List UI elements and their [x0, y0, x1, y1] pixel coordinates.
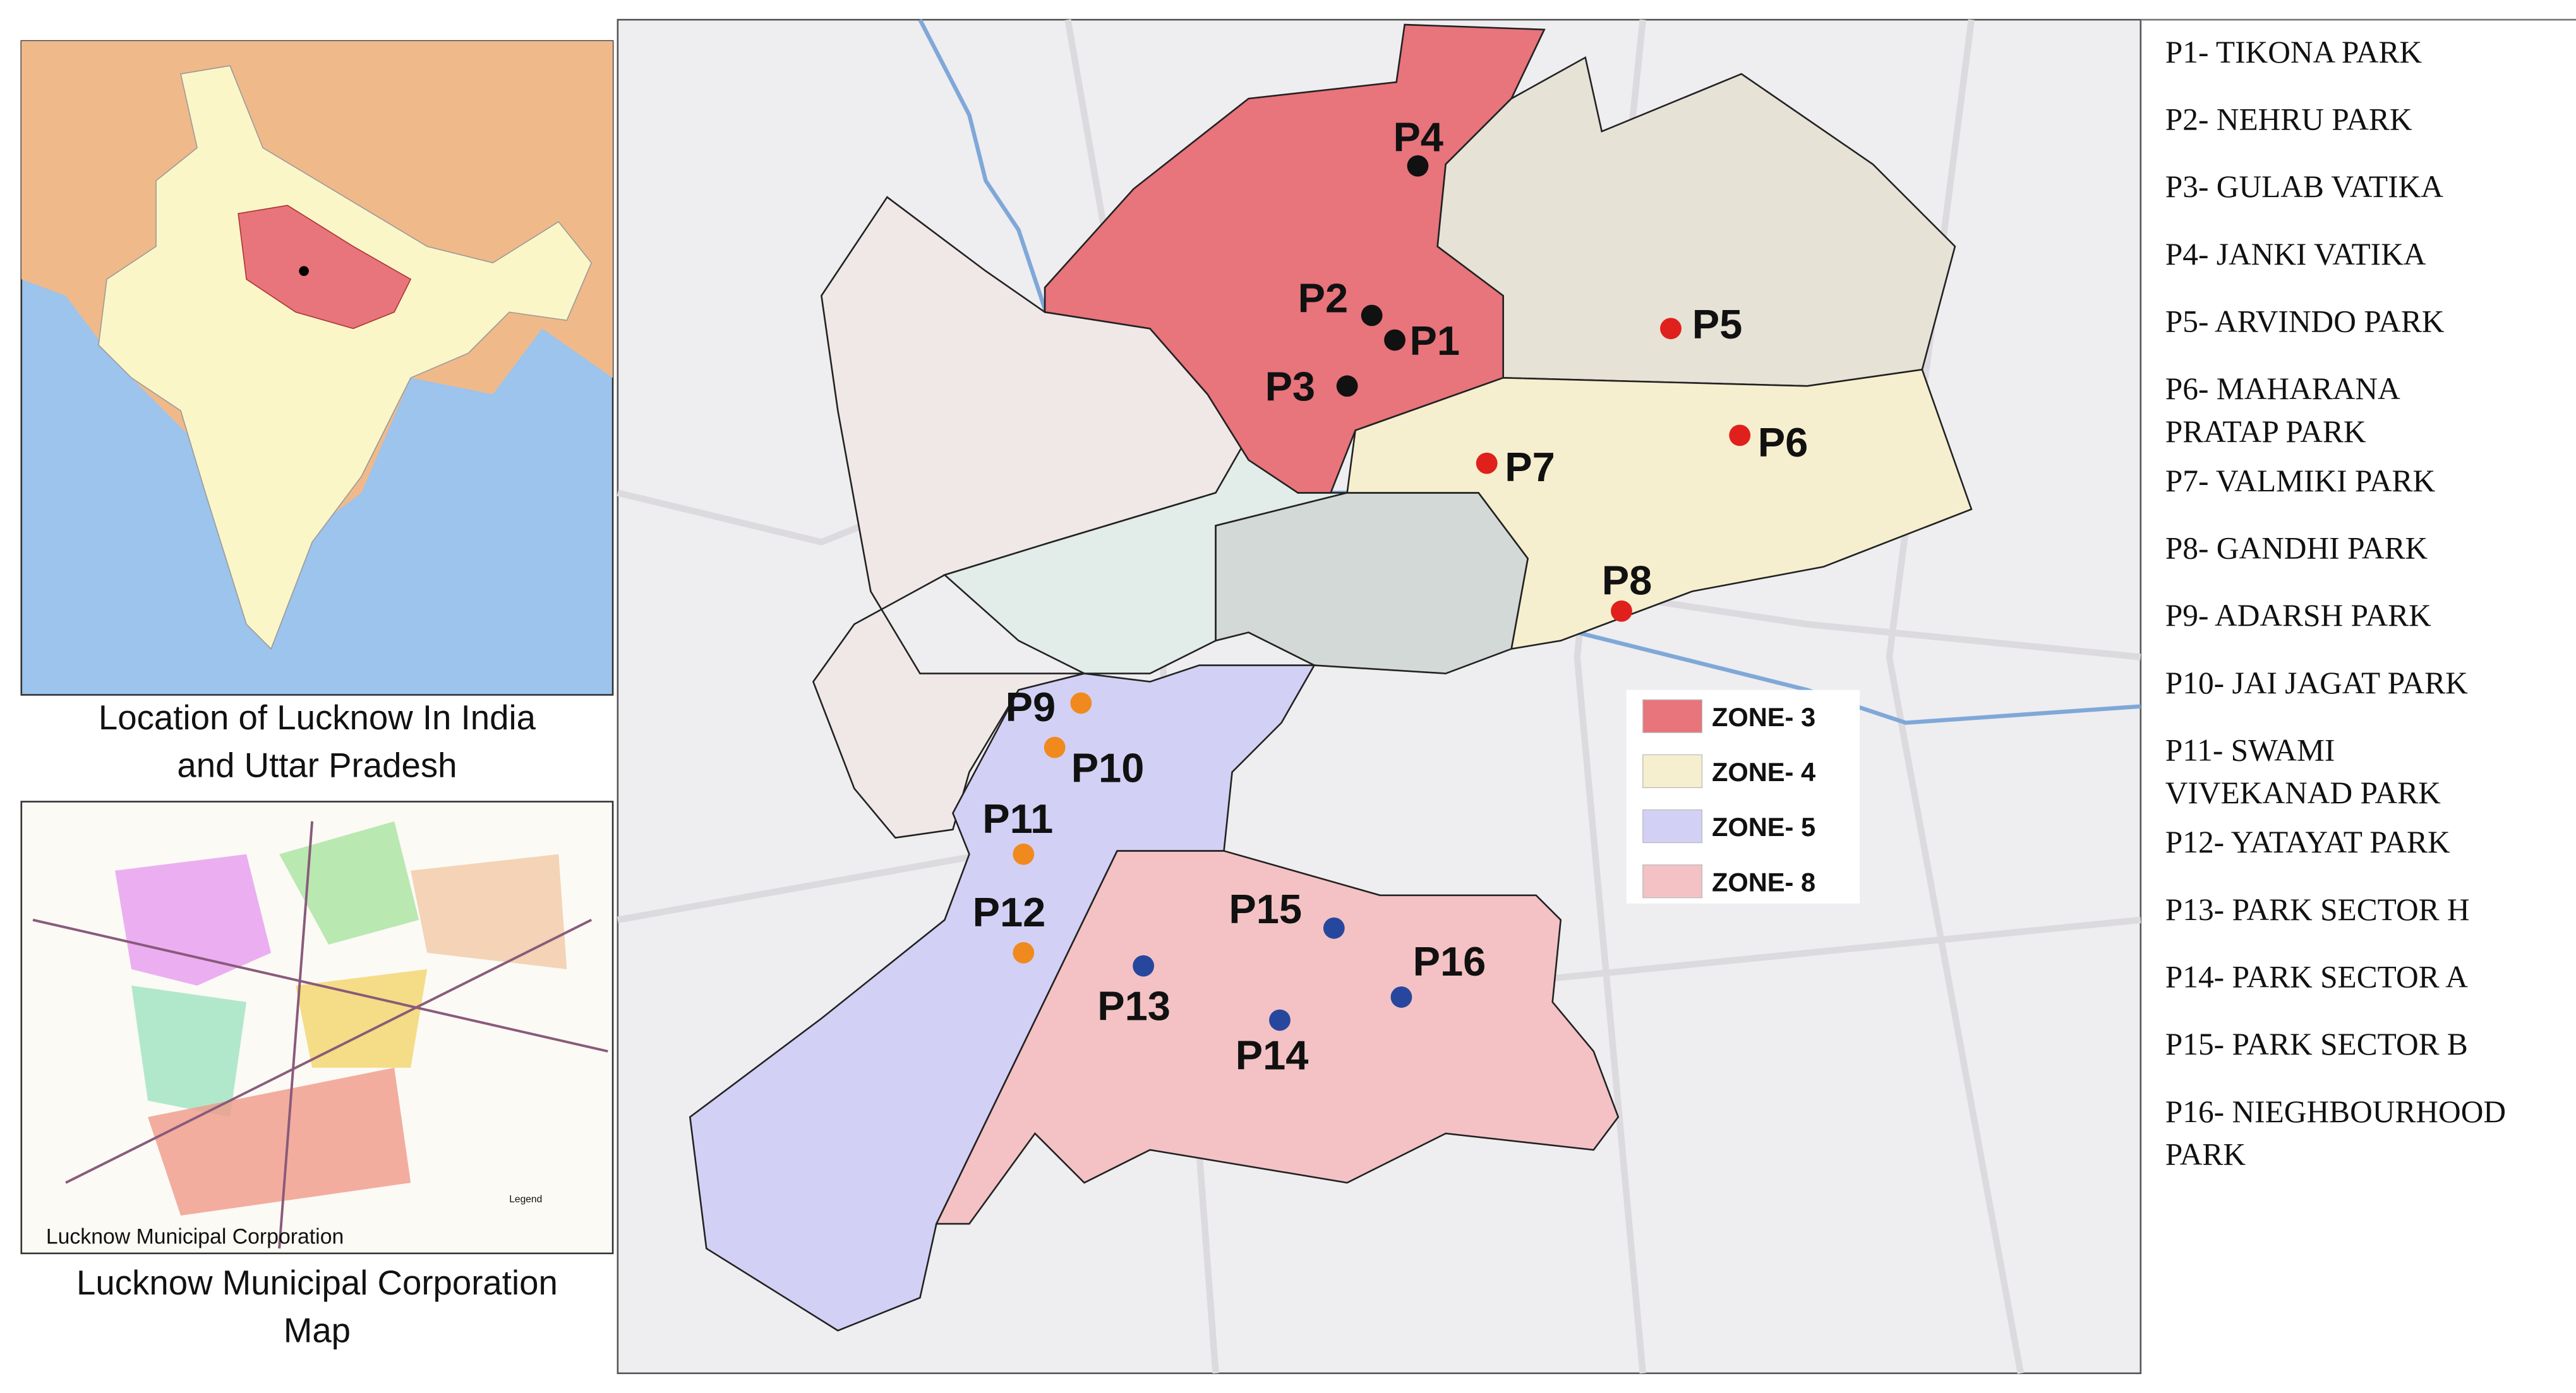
park-list-entry: P8- GANDHI PARK — [2165, 530, 2428, 565]
india-inset — [20, 40, 614, 696]
park-list-entry: P14- PARK SECTOR A — [2165, 959, 2468, 994]
legend-label: ZONE- 8 — [1712, 867, 1815, 897]
park-label: P12 — [973, 889, 1046, 935]
park-marker — [1336, 375, 1358, 397]
roads — [32, 821, 608, 1249]
caption-line: Map — [284, 1311, 351, 1349]
park-label: P15 — [1229, 886, 1302, 932]
park-list-entry: P1- TIKONA PARK — [2165, 35, 2423, 69]
park-label: P11 — [982, 796, 1053, 842]
park-list-entry: P6- MAHARANA — [2165, 371, 2400, 406]
park-label: P13 — [1097, 983, 1171, 1029]
park-marker — [1044, 736, 1066, 758]
park-list-entry: P3- GULAB VATIKA — [2165, 169, 2443, 204]
park-marker — [1133, 955, 1155, 977]
park-list-entry: PARK — [2165, 1137, 2246, 1171]
uttar-pradesh — [238, 205, 412, 330]
park-marker — [1660, 318, 1682, 340]
park-marker — [1013, 942, 1035, 964]
main-map — [617, 18, 2142, 1375]
legend-label: ZONE- 3 — [1712, 702, 1815, 732]
park-label: P5 — [1692, 301, 1743, 347]
park-list-entry: P16- NIEGHBOURHOOD — [2165, 1094, 2506, 1129]
park-list-entry: P10- JAI JAGAT PARK — [2165, 666, 2468, 700]
zone-blob — [279, 821, 419, 945]
park-marker — [1269, 1009, 1291, 1031]
india — [98, 65, 593, 650]
park-marker — [1323, 917, 1345, 939]
legend-label: ZONE- 5 — [1712, 812, 1815, 842]
park-label: P14 — [1236, 1032, 1309, 1079]
park-marker — [1070, 692, 1092, 714]
park-list-entry: P4- JANKI VATIKA — [2165, 237, 2426, 272]
park-list-entry: VIVEKANAD PARK — [2165, 775, 2441, 810]
park-marker — [1361, 304, 1383, 326]
park-list-entry: P2- NEHRU PARK — [2165, 102, 2412, 137]
park-label: P3 — [1265, 364, 1316, 410]
caption-line: Lucknow Municipal Corporation — [76, 1264, 558, 1302]
park-marker — [1013, 843, 1035, 865]
caption-line: Location of Lucknow In India — [99, 698, 536, 737]
legend-swatch — [1642, 809, 1703, 844]
park-list-entry: P15- PARK SECTOR B — [2165, 1027, 2468, 1061]
park-list-entry: P7- VALMIKI PARK — [2165, 463, 2436, 498]
zone-4 — [1346, 368, 1973, 650]
park-marker — [1611, 600, 1632, 622]
park-list-entry: P9- ADARSH PARK — [2165, 598, 2431, 633]
park-list-entry: P11- SWAMI — [2165, 732, 2335, 767]
park-list-entry: P13- PARK SECTOR H — [2165, 892, 2470, 927]
caption-line: and Uttar Pradesh — [177, 746, 457, 784]
zone-blob — [411, 854, 567, 969]
zone-blob — [131, 985, 247, 1117]
park-list-entry: P5- ARVINDO PARK — [2165, 304, 2445, 338]
park-label: P9 — [1006, 684, 1056, 730]
legend-label: ZONE- 4 — [1712, 757, 1815, 787]
park-marker — [1729, 424, 1751, 446]
park-label: P1 — [1409, 318, 1460, 364]
park-label: P7 — [1505, 444, 1555, 490]
park-label: P6 — [1758, 419, 1809, 465]
zone-blob — [296, 969, 428, 1068]
park-marker — [1384, 329, 1405, 351]
legend-swatch — [1642, 864, 1703, 899]
park-list-entry: PRATAP PARK — [2165, 414, 2366, 449]
inset-legend: Legend — [509, 1194, 542, 1205]
legend-swatch — [1642, 754, 1703, 789]
municipal-inset: Lucknow Municipal Corporation Legend — [20, 801, 614, 1255]
park-list-entry: P12- YATAYAT PARK — [2165, 825, 2450, 859]
park-marker — [1476, 452, 1498, 474]
zone-blob — [148, 1067, 411, 1216]
zone-5 — [689, 664, 1316, 1332]
inset-label: Lucknow Municipal Corporation — [46, 1224, 344, 1248]
park-marker — [1390, 986, 1412, 1008]
park-label: P2 — [1298, 275, 1349, 321]
lucknow-dot — [299, 266, 309, 277]
park-marker — [1407, 155, 1429, 177]
park-label: P16 — [1413, 938, 1486, 984]
zone-blob — [115, 854, 272, 986]
zone-8 — [935, 850, 1620, 1225]
park-label: P4 — [1393, 114, 1443, 160]
park-label: P8 — [1602, 558, 1652, 604]
park-label: P10 — [1071, 744, 1145, 791]
legend-swatch — [1642, 699, 1703, 733]
